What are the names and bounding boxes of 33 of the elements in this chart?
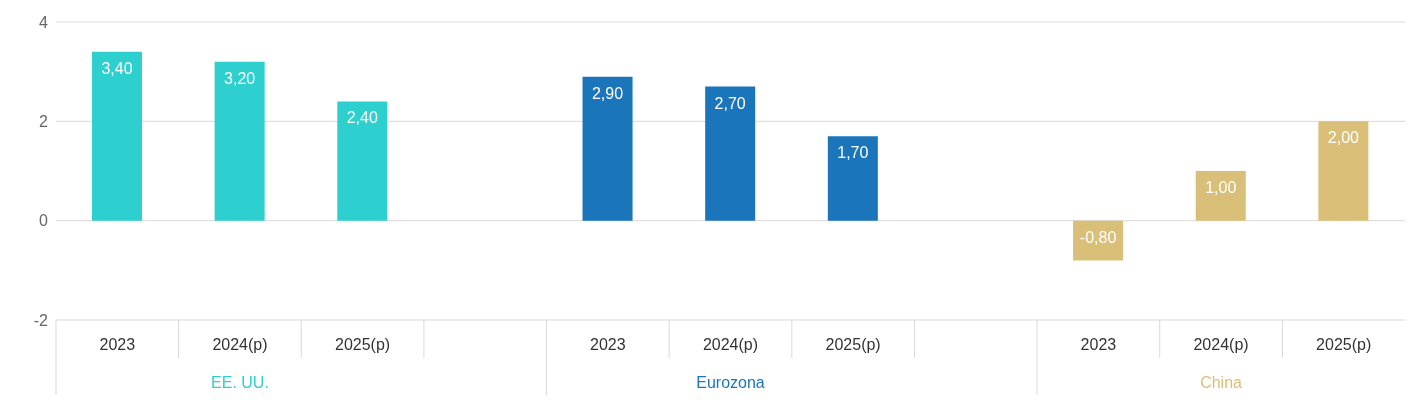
bar xyxy=(92,51,142,221)
data-label: 2,40 xyxy=(346,109,378,127)
x-tick-label: 2024(p) xyxy=(1193,336,1249,353)
text: Eurozona xyxy=(696,374,765,391)
bar xyxy=(582,76,633,221)
x-tick-label: 2025(p) xyxy=(825,336,881,353)
data-label: 1,70 xyxy=(837,144,869,162)
text: EE. UU. xyxy=(211,374,269,391)
bar xyxy=(337,101,388,221)
x-tick-label: 2023 xyxy=(1080,336,1117,353)
data-label: 1,00 xyxy=(1205,179,1237,196)
y-tick-label: 0 xyxy=(39,212,49,230)
bar xyxy=(827,136,878,221)
x-tick-label: 2024(p) xyxy=(212,336,268,353)
x-tick-label: 2024(p) xyxy=(702,336,759,353)
data-label: -0,80 xyxy=(1079,228,1117,246)
data-label: 2,90 xyxy=(591,84,624,102)
y-tick-label: 2 xyxy=(39,113,49,131)
y-tick-label: -2 xyxy=(33,311,49,329)
bar xyxy=(214,61,265,221)
data-label: 2,00 xyxy=(1327,129,1360,147)
x-tick-label: 2025(p) xyxy=(335,336,391,353)
bar xyxy=(1318,121,1369,221)
bar xyxy=(705,86,756,221)
data-label: 3,20 xyxy=(224,69,256,87)
x-tick-label: 2025(p) xyxy=(1316,336,1372,353)
x-tick-label: 2023 xyxy=(590,336,626,353)
data-label: 3,40 xyxy=(101,59,133,77)
text: China xyxy=(1200,374,1243,391)
y-tick-label: 4 xyxy=(39,13,49,31)
x-tick-label: 2023 xyxy=(99,336,136,353)
bar xyxy=(1195,171,1246,221)
data-label: 2,70 xyxy=(714,94,746,112)
